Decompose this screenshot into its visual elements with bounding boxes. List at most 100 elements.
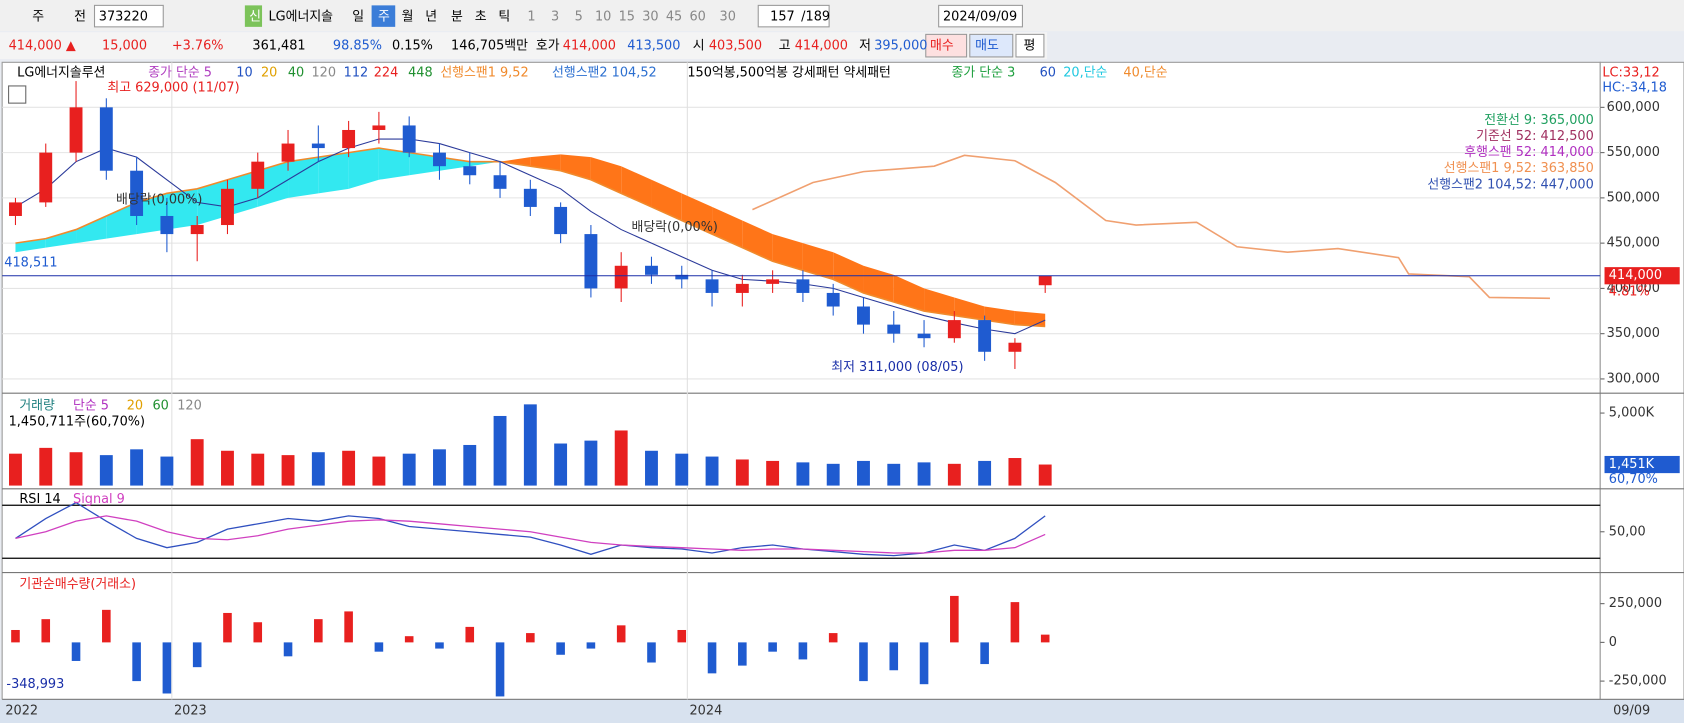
toolbar-item[interactable]: 월 [402, 10, 414, 25]
volume-bar [887, 463, 901, 486]
legend-item: 40,단순 [1123, 66, 1167, 81]
flat-button[interactable] [1015, 33, 1045, 58]
inst-bar [950, 595, 959, 643]
volume-bar [69, 452, 83, 486]
x-tick-label: 2024 [689, 704, 722, 719]
cloud [560, 154, 591, 180]
cloud [924, 288, 955, 316]
volume-bar [917, 462, 931, 486]
quote-item: 413,500 [627, 39, 680, 54]
volume-bar [857, 460, 870, 486]
toolbar-item[interactable]: 초 [475, 10, 487, 25]
legend-item: 선행스팬2 104,52 [552, 65, 657, 81]
toolbar-item[interactable]: 전 [74, 10, 86, 25]
cloud [651, 179, 682, 221]
toolbar-item[interactable]: 분 [451, 10, 463, 25]
inst-bar [859, 642, 868, 682]
candle-body [857, 306, 870, 325]
selected-period[interactable] [371, 5, 396, 27]
toolbar-item[interactable]: 년 [425, 10, 437, 25]
volume-bar [826, 463, 840, 486]
quote-item: 146,705백만 [451, 39, 528, 54]
legend-item: 종가 단순 5 [148, 66, 212, 81]
inst-bar [465, 626, 475, 643]
toolbar-item[interactable]: 45 [666, 10, 682, 25]
quote-item: 403,500 [709, 39, 762, 54]
y-tick-label: 450,000 [1607, 236, 1660, 251]
toolbar-item[interactable]: 30 [720, 10, 736, 25]
candle-body [705, 279, 719, 293]
cloud [318, 152, 349, 194]
y-tick-label: 300,000 [1607, 371, 1660, 386]
current-price-box [1604, 267, 1680, 285]
volume-bar [675, 453, 689, 486]
legend-item: 거래량 [19, 399, 55, 414]
x-tick-label: 2022 [5, 704, 38, 719]
annotation-dividend: 배당락(0,00%) [632, 220, 718, 235]
candle-body [887, 324, 901, 334]
toolbar-item[interactable]: 60 [689, 10, 705, 25]
annotation-low: 최저 311,000 (08/05) [831, 360, 963, 375]
toolbar-item[interactable]: /189 [801, 10, 830, 25]
buy-button[interactable] [925, 33, 968, 58]
cloud [500, 157, 531, 167]
toolbar-item[interactable]: 157 [770, 10, 795, 25]
ma-line [15, 138, 1046, 335]
quote-item: 0.15% [392, 39, 433, 54]
current-volume-pct: 60,70% [1609, 472, 1658, 487]
inst-bar [768, 642, 777, 652]
cloud [197, 179, 228, 226]
volume-bar [99, 455, 113, 486]
legend-item: 10 [236, 66, 252, 81]
volume-bar [978, 460, 992, 486]
toolbar-bg [0, 0, 1684, 32]
count-input[interactable] [757, 4, 830, 28]
code-input[interactable] [93, 4, 164, 28]
toolbar-item[interactable]: 373220 [99, 10, 148, 25]
cloud [257, 161, 289, 207]
candle-body [766, 279, 780, 284]
cloud [136, 193, 167, 235]
toolbar-item[interactable]: 2024/09/09 [943, 10, 1017, 25]
volume-bar [190, 439, 204, 486]
toolbar-item[interactable]: 10 [595, 10, 611, 25]
toolbar-item[interactable]: 5 [575, 10, 583, 25]
sell-button[interactable] [969, 33, 1014, 58]
candle-body [1038, 275, 1052, 286]
candle-body [311, 143, 325, 149]
toolbar-item[interactable]: 3 [551, 10, 559, 25]
volume-bar [735, 459, 749, 486]
candle-body [554, 206, 568, 235]
volume-bar [554, 443, 568, 486]
inst-bar [11, 629, 20, 643]
toolbar-item[interactable]: 30 [642, 10, 658, 25]
toolbar-item[interactable]: 틱 [498, 10, 510, 25]
cloud [1014, 311, 1046, 327]
volume-bar [251, 453, 265, 486]
candle-body [160, 215, 174, 235]
date-input[interactable] [938, 4, 1023, 28]
right-axis [1599, 61, 1684, 700]
legend-item: 224 [374, 66, 399, 81]
candle-body [523, 188, 537, 207]
volume-bar [160, 456, 174, 486]
current-price-label: 414,000 [1609, 268, 1662, 283]
quote-bg [0, 32, 1048, 60]
candle-body [130, 170, 144, 216]
quote-item: 414,000 ▲ [9, 39, 76, 54]
ichimoku-info: 선행스팬2 104,52: 447,000 [1427, 176, 1593, 192]
toolbar-item[interactable]: 15 [619, 10, 635, 25]
grid-icon[interactable] [8, 85, 27, 104]
toolbar-item[interactable]: 일 [352, 10, 364, 25]
legend-item: 120 [177, 399, 202, 414]
quote-item: 평 [1024, 39, 1036, 54]
toolbar-item[interactable]: 주 [32, 10, 44, 25]
quote-item: 361,481 [252, 39, 305, 54]
toolbar-item[interactable]: 주 [378, 10, 390, 25]
y-tick-label: 600,000 [1607, 100, 1660, 115]
cloud [348, 148, 379, 189]
rsi-line [15, 501, 1046, 557]
toolbar-item[interactable]: 신 [249, 10, 261, 25]
toolbar-item[interactable]: 1 [527, 10, 535, 25]
toolbar-item[interactable]: LG에너지솔 [268, 10, 333, 25]
